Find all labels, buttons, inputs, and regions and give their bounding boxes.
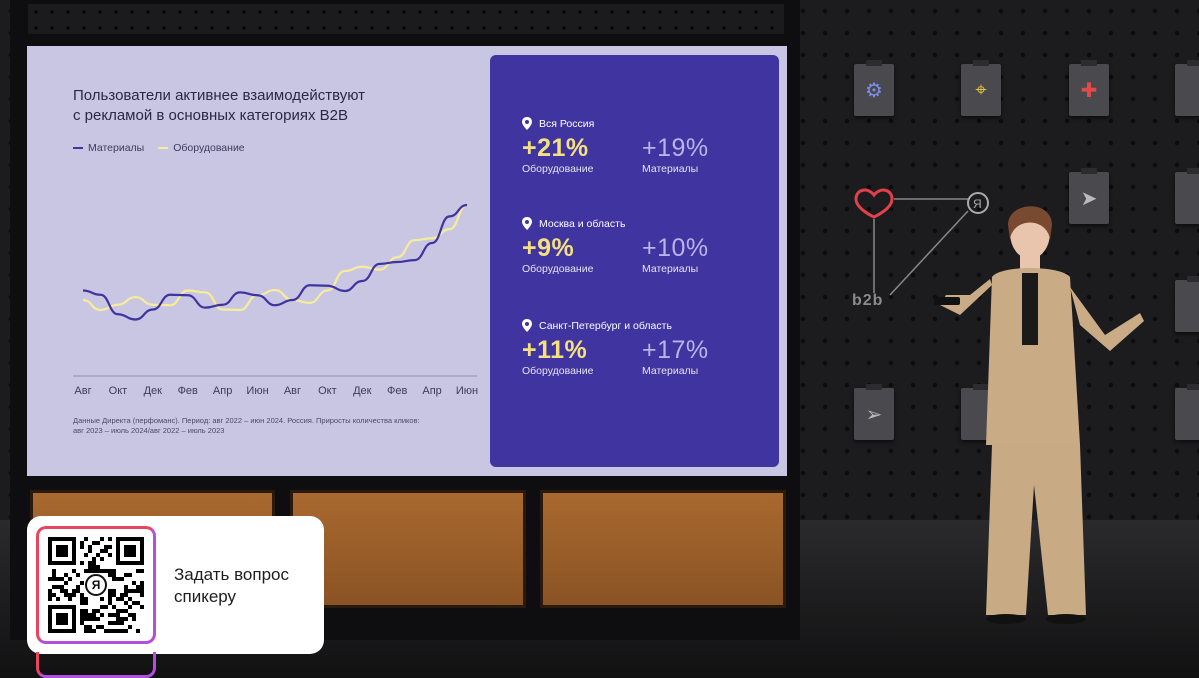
stat-value: +10% [642, 234, 709, 262]
ask-speaker-text: Задать вопрос спикеру [174, 564, 289, 608]
screen-top-grille [28, 4, 784, 34]
legend-item-equipment: Оборудование [158, 142, 245, 154]
legend-swatch [158, 147, 169, 149]
wall-tile [1175, 276, 1199, 332]
region-label: Вся Россия [539, 117, 595, 130]
region-name: Москва и область [522, 217, 762, 230]
stat-equipment: +21% Оборудование [522, 134, 642, 175]
footnote-line: Данные Директа (перфоманс). Период: авг … [73, 416, 420, 425]
wall-tile [1175, 60, 1199, 116]
slide-title-line: Пользователи активнее взаимодействуют [73, 87, 365, 104]
location-pin-icon [522, 319, 532, 332]
x-tick-label: Апр [422, 385, 441, 397]
x-tick-label: Окт [318, 385, 337, 397]
ask-speaker-line: Задать вопрос [174, 565, 289, 584]
stat-label: Оборудование [522, 163, 594, 175]
x-tick-label: Июн [456, 385, 478, 397]
x-tick-label: Окт [109, 385, 128, 397]
chart-legend: Материалы Оборудование [73, 142, 245, 154]
stat-equipment: +9% Оборудование [522, 234, 642, 275]
wall-line-art: Я [854, 188, 989, 296]
line-chart: Авг Окт Дек Фев Апр Июн Авг Окт Дек Фев Апр Июн [73, 203, 478, 397]
stat-label: Материалы [642, 163, 699, 175]
puzzle-icon: ✚ [1069, 60, 1109, 116]
stat-equipment: +11% Оборудование [522, 336, 642, 377]
stat-label: Оборудование [522, 365, 594, 377]
stat-row: +21% Оборудование +19% Материалы [522, 134, 762, 175]
send-icon: ➢ [854, 384, 894, 440]
stat-value: +21% [522, 134, 589, 162]
stat-value: +19% [642, 134, 709, 162]
stat-value: +11% [522, 336, 588, 364]
legend-swatch [73, 147, 83, 149]
cursor-icon: ➤ [1069, 168, 1109, 224]
x-tick-label: Авг [284, 385, 301, 397]
speaker [934, 206, 1144, 624]
gear-icon: ⚙ [854, 60, 894, 116]
stat-region-spb: Санкт-Петербург и область +11% Оборудова… [522, 319, 762, 377]
stat-region-russia: Вся Россия +21% Оборудование +19% Матери… [522, 117, 762, 175]
x-tick-label: Фев [178, 385, 198, 397]
x-tick-label: Дек [144, 385, 163, 397]
stat-materials: +10% Материалы [642, 234, 762, 275]
location-pin-icon [522, 117, 532, 130]
slide-title-line: с рекламой в основных категориях В2В [73, 107, 348, 124]
x-tick-label: Июн [246, 385, 268, 397]
stats-panel: Вся Россия +21% Оборудование +19% Матери… [490, 55, 779, 467]
qr-code-pattern [48, 537, 144, 633]
stat-label: Материалы [642, 263, 699, 275]
footnote: Данные Директа (перфоманс). Период: авг … [73, 416, 473, 436]
qr-code[interactable]: Я [36, 526, 156, 644]
x-tick-label: Фев [387, 385, 407, 397]
stat-materials: +19% Материалы [642, 134, 762, 175]
legend-item-materials: Материалы [73, 142, 144, 154]
stat-label: Оборудование [522, 263, 594, 275]
wood-panel [290, 490, 526, 608]
series-line-equipment [82, 203, 468, 312]
svg-text:Я: Я [973, 197, 982, 211]
x-tick-label: Дек [353, 385, 372, 397]
stat-row: +11% Оборудование +17% Материалы [522, 336, 762, 377]
region-name: Санкт-Петербург и область [522, 319, 762, 332]
x-tick-label: Апр [213, 385, 232, 397]
yandex-logo-icon [967, 192, 989, 214]
wood-panel [540, 490, 786, 608]
x-tick-label: Авг [74, 385, 91, 397]
heart-icon [854, 188, 894, 219]
stat-value: +9% [522, 234, 575, 262]
ask-speaker-line: спикеру [174, 587, 237, 606]
ask-speaker-card[interactable]: Я Задать вопрос спикеру [27, 516, 324, 654]
location-pin-icon [522, 217, 532, 230]
stat-label: Материалы [642, 365, 699, 377]
series-line-materials [82, 203, 468, 321]
region-label: Москва и область [539, 217, 626, 230]
slide-title: Пользователи активнее взаимодействуют с … [73, 86, 433, 126]
legend-label: Оборудование [173, 142, 245, 154]
stat-row: +9% Оборудование +10% Материалы [522, 234, 762, 275]
wall-tile [1175, 168, 1199, 224]
legend-label: Материалы [88, 142, 145, 154]
region-name: Вся Россия [522, 117, 762, 130]
location-pin-icon: ⌖ [961, 60, 1001, 116]
region-label: Санкт-Петербург и область [539, 319, 672, 332]
wall-tile [1175, 384, 1199, 440]
yandex-logo-icon: Я [85, 574, 107, 596]
presentation-slide: Пользователи активнее взаимодействуют с … [27, 46, 787, 476]
footnote-line: авг 2023 – июль 2024/авг 2022 – июль 202… [73, 426, 225, 435]
stat-value: +17% [642, 336, 709, 364]
b2b-sign: b2b [852, 292, 884, 309]
stat-materials: +17% Материалы [642, 336, 762, 377]
qr-frame-accent [36, 652, 156, 678]
stat-region-moscow: Москва и область +9% Оборудование +10% М… [522, 217, 762, 275]
